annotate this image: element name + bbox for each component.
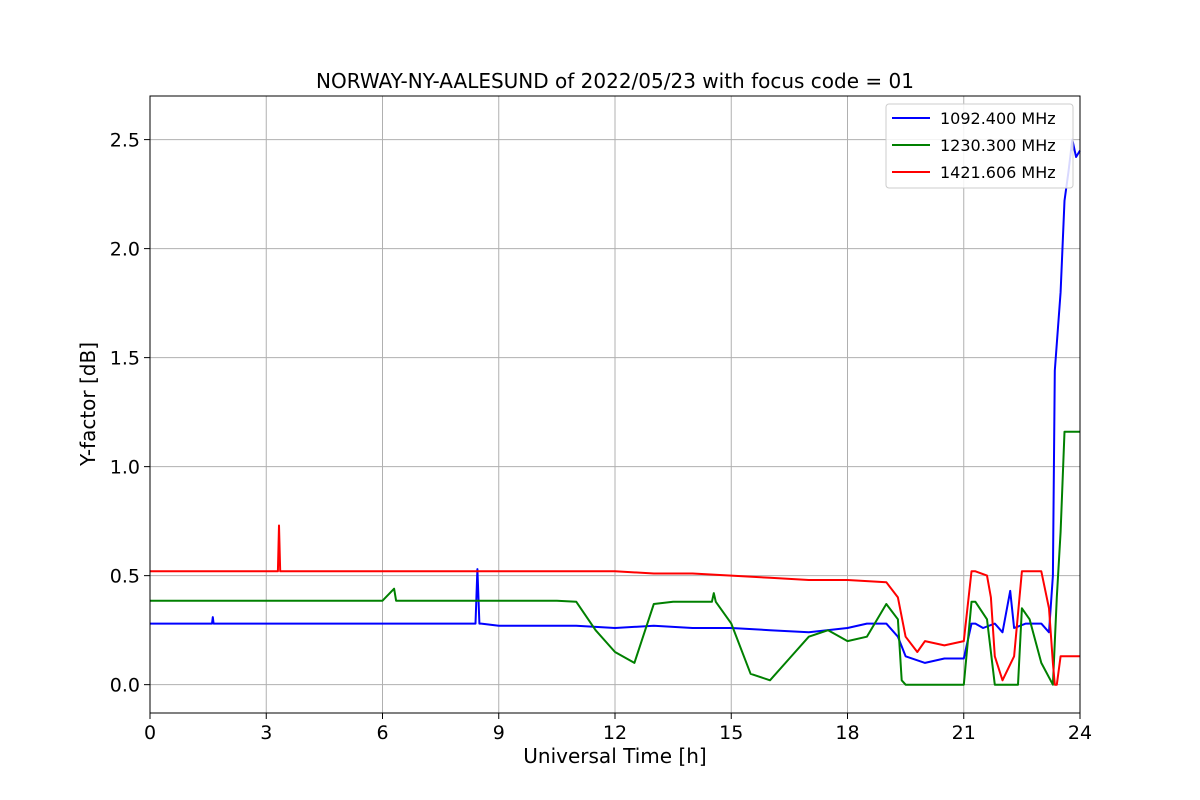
series-line-2 xyxy=(150,430,1080,686)
x-tick-label: 9 xyxy=(493,722,505,744)
y-tick-label: 2.5 xyxy=(110,130,140,152)
series-layer xyxy=(150,138,1081,686)
x-tick-label: 24 xyxy=(1068,722,1092,744)
x-axis-label: Universal Time [h] xyxy=(523,744,706,768)
y-tick-label: 1.0 xyxy=(110,457,140,479)
ticks: 0 3 6 9 12 15 18 21 24 0.0 0.5 1.0 1.5 2.0 2.5 xyxy=(110,130,1092,744)
legend-label: 1092.400 MHz xyxy=(940,109,1056,128)
legend: 1092.400 MHz 1230.300 MHz 1421.606 MHz xyxy=(885,103,1074,189)
x-tick-label: 3 xyxy=(260,722,272,744)
y-tick-label: 0.5 xyxy=(110,566,140,588)
y-tick-label: 0.0 xyxy=(110,675,140,697)
series-line-3 xyxy=(150,524,1080,686)
x-tick-label: 6 xyxy=(376,722,388,744)
y-axis-label: Y-factor [dB] xyxy=(76,342,100,467)
legend-label: 1421.606 MHz xyxy=(940,163,1056,182)
x-tick-label: 15 xyxy=(719,722,743,744)
legend-box xyxy=(885,103,1074,189)
series-line-1 xyxy=(150,138,1081,664)
chart-title: NORWAY-NY-AALESUND of 2022/05/23 with fo… xyxy=(316,69,914,93)
x-tick-label: 0 xyxy=(144,722,156,744)
x-tick-label: 21 xyxy=(952,722,976,744)
x-tick-label: 18 xyxy=(835,722,859,744)
x-tick-label: 12 xyxy=(603,722,627,744)
legend-label: 1230.300 MHz xyxy=(940,136,1056,155)
y-tick-label: 1.5 xyxy=(110,348,140,370)
y-tick-label: 2.0 xyxy=(110,239,140,261)
